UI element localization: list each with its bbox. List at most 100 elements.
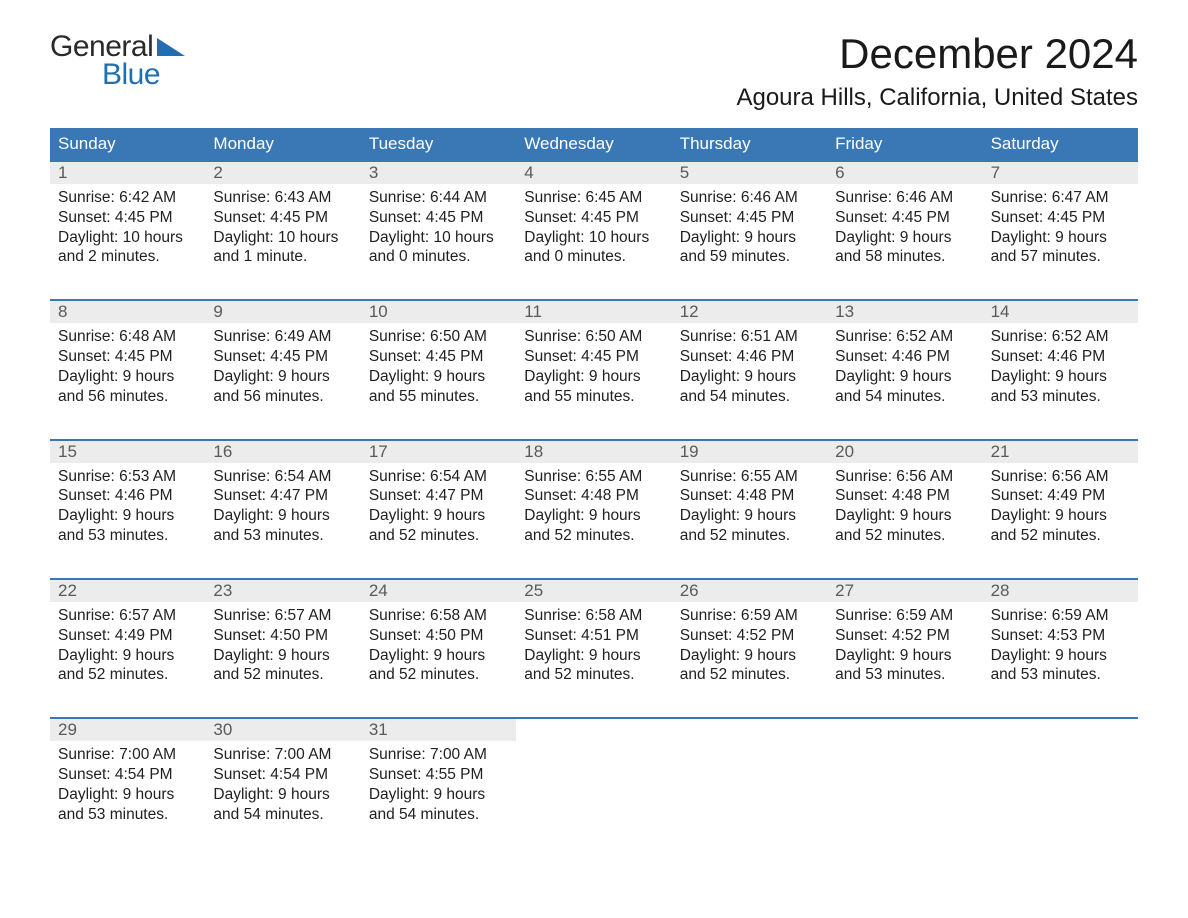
day-d2: and 58 minutes. xyxy=(835,247,974,267)
day-sunrise: Sunrise: 6:43 AM xyxy=(213,188,352,208)
day-sunset: Sunset: 4:45 PM xyxy=(58,208,197,228)
day-sunset: Sunset: 4:46 PM xyxy=(680,347,819,367)
day-sunrise: Sunrise: 6:51 AM xyxy=(680,327,819,347)
day-number: 23 xyxy=(205,580,360,602)
day-cell: Sunrise: 6:59 AMSunset: 4:52 PMDaylight:… xyxy=(827,602,982,701)
day-sunrise: Sunrise: 6:45 AM xyxy=(524,188,663,208)
day-sunrise: Sunrise: 7:00 AM xyxy=(213,745,352,765)
day-d2: and 57 minutes. xyxy=(991,247,1130,267)
day-number: 4 xyxy=(516,162,671,184)
day-d1: Daylight: 9 hours xyxy=(213,367,352,387)
day-sunrise: Sunrise: 6:58 AM xyxy=(369,606,508,626)
day-d2: and 53 minutes. xyxy=(58,526,197,546)
day-number: 16 xyxy=(205,441,360,463)
day-d2: and 53 minutes. xyxy=(991,387,1130,407)
day-number: 17 xyxy=(361,441,516,463)
day-sunrise: Sunrise: 6:59 AM xyxy=(991,606,1130,626)
day-d2: and 52 minutes. xyxy=(680,526,819,546)
day-number: 25 xyxy=(516,580,671,602)
weekday-header-cell: Wednesday xyxy=(516,128,671,160)
day-sunset: Sunset: 4:49 PM xyxy=(58,626,197,646)
day-number: 19 xyxy=(672,441,827,463)
day-number: 22 xyxy=(50,580,205,602)
day-sunset: Sunset: 4:48 PM xyxy=(524,486,663,506)
day-cell: Sunrise: 6:56 AMSunset: 4:48 PMDaylight:… xyxy=(827,463,982,562)
day-sunset: Sunset: 4:48 PM xyxy=(835,486,974,506)
day-sunset: Sunset: 4:45 PM xyxy=(524,208,663,228)
day-sunset: Sunset: 4:45 PM xyxy=(680,208,819,228)
day-number: 2 xyxy=(205,162,360,184)
day-cell: Sunrise: 6:58 AMSunset: 4:51 PMDaylight:… xyxy=(516,602,671,701)
day-cell: Sunrise: 6:43 AMSunset: 4:45 PMDaylight:… xyxy=(205,184,360,283)
day-sunset: Sunset: 4:45 PM xyxy=(369,208,508,228)
day-d2: and 53 minutes. xyxy=(991,665,1130,685)
weekday-header-cell: Monday xyxy=(205,128,360,160)
day-sunrise: Sunrise: 6:50 AM xyxy=(524,327,663,347)
week-row: 1234567Sunrise: 6:42 AMSunset: 4:45 PMDa… xyxy=(50,160,1138,283)
day-number: 3 xyxy=(361,162,516,184)
day-cell: Sunrise: 7:00 AMSunset: 4:54 PMDaylight:… xyxy=(205,741,360,840)
day-sunrise: Sunrise: 6:55 AM xyxy=(524,467,663,487)
day-sunrise: Sunrise: 6:57 AM xyxy=(58,606,197,626)
day-cell xyxy=(672,741,827,840)
day-cell: Sunrise: 6:54 AMSunset: 4:47 PMDaylight:… xyxy=(205,463,360,562)
day-sunrise: Sunrise: 6:46 AM xyxy=(680,188,819,208)
day-sunset: Sunset: 4:46 PM xyxy=(835,347,974,367)
day-d1: Daylight: 9 hours xyxy=(369,506,508,526)
day-number: 13 xyxy=(827,301,982,323)
weekday-header-cell: Sunday xyxy=(50,128,205,160)
day-cell: Sunrise: 6:44 AMSunset: 4:45 PMDaylight:… xyxy=(361,184,516,283)
day-sunrise: Sunrise: 6:50 AM xyxy=(369,327,508,347)
day-cell: Sunrise: 6:47 AMSunset: 4:45 PMDaylight:… xyxy=(983,184,1138,283)
day-sunset: Sunset: 4:47 PM xyxy=(213,486,352,506)
day-number xyxy=(827,719,982,741)
day-sunset: Sunset: 4:51 PM xyxy=(524,626,663,646)
day-d2: and 53 minutes. xyxy=(213,526,352,546)
day-sunset: Sunset: 4:54 PM xyxy=(58,765,197,785)
day-d1: Daylight: 9 hours xyxy=(524,646,663,666)
day-d1: Daylight: 10 hours xyxy=(524,228,663,248)
day-sunrise: Sunrise: 6:44 AM xyxy=(369,188,508,208)
week-row: 15161718192021Sunrise: 6:53 AMSunset: 4:… xyxy=(50,439,1138,562)
day-d1: Daylight: 9 hours xyxy=(680,367,819,387)
day-cell: Sunrise: 6:58 AMSunset: 4:50 PMDaylight:… xyxy=(361,602,516,701)
day-number: 11 xyxy=(516,301,671,323)
day-sunset: Sunset: 4:45 PM xyxy=(835,208,974,228)
day-cell: Sunrise: 6:49 AMSunset: 4:45 PMDaylight:… xyxy=(205,323,360,422)
day-sunset: Sunset: 4:47 PM xyxy=(369,486,508,506)
month-title: December 2024 xyxy=(736,30,1138,78)
day-d1: Daylight: 10 hours xyxy=(369,228,508,248)
day-number: 28 xyxy=(983,580,1138,602)
day-number: 12 xyxy=(672,301,827,323)
day-d1: Daylight: 9 hours xyxy=(991,506,1130,526)
day-d1: Daylight: 9 hours xyxy=(680,506,819,526)
day-d2: and 1 minute. xyxy=(213,247,352,267)
day-sunset: Sunset: 4:52 PM xyxy=(835,626,974,646)
day-cell: Sunrise: 6:46 AMSunset: 4:45 PMDaylight:… xyxy=(672,184,827,283)
day-d2: and 52 minutes. xyxy=(369,665,508,685)
day-cell xyxy=(983,741,1138,840)
day-number: 5 xyxy=(672,162,827,184)
day-d1: Daylight: 9 hours xyxy=(58,785,197,805)
day-d2: and 55 minutes. xyxy=(524,387,663,407)
day-sunset: Sunset: 4:45 PM xyxy=(991,208,1130,228)
day-d2: and 2 minutes. xyxy=(58,247,197,267)
day-number: 31 xyxy=(361,719,516,741)
day-sunset: Sunset: 4:45 PM xyxy=(369,347,508,367)
day-cell: Sunrise: 6:57 AMSunset: 4:50 PMDaylight:… xyxy=(205,602,360,701)
day-number: 18 xyxy=(516,441,671,463)
day-d2: and 53 minutes. xyxy=(835,665,974,685)
day-d2: and 55 minutes. xyxy=(369,387,508,407)
day-d1: Daylight: 9 hours xyxy=(991,646,1130,666)
day-d1: Daylight: 9 hours xyxy=(213,506,352,526)
day-number: 24 xyxy=(361,580,516,602)
day-d2: and 52 minutes. xyxy=(213,665,352,685)
day-sunset: Sunset: 4:50 PM xyxy=(213,626,352,646)
day-d1: Daylight: 9 hours xyxy=(835,646,974,666)
day-d1: Daylight: 9 hours xyxy=(369,646,508,666)
day-d2: and 56 minutes. xyxy=(213,387,352,407)
day-sunrise: Sunrise: 6:52 AM xyxy=(835,327,974,347)
day-cell: Sunrise: 7:00 AMSunset: 4:55 PMDaylight:… xyxy=(361,741,516,840)
day-sunrise: Sunrise: 6:57 AM xyxy=(213,606,352,626)
day-d1: Daylight: 9 hours xyxy=(369,367,508,387)
